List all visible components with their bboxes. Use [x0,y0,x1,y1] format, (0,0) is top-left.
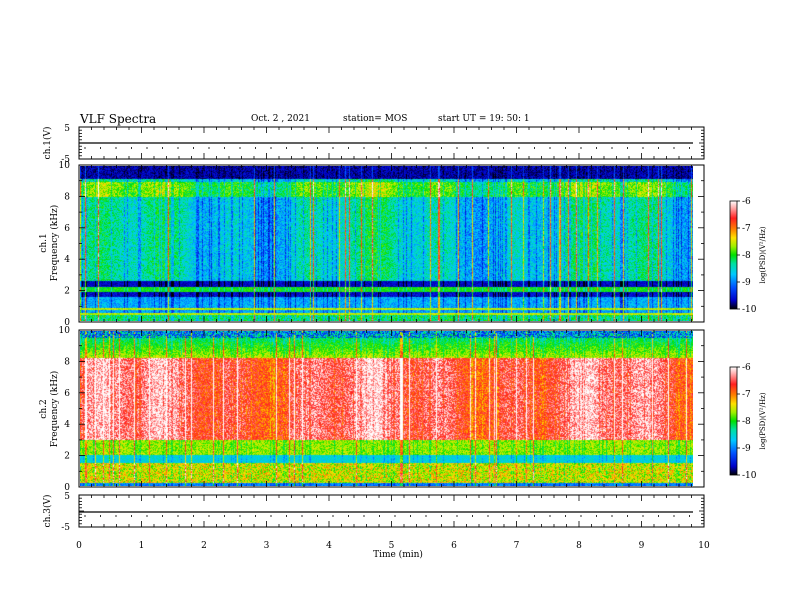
figure-title: VLF Spectra [80,112,157,126]
colorbar-tick-label: -10 [742,305,757,315]
colorbar-tick-label: -7 [742,390,751,400]
ch2-spectrogram-panel: 10 8 6 4 2 0 ch.2 Frequency (kHz) -6 -7 -8 -9 -10… [39,326,767,493]
x-tick-label: 3 [264,541,270,551]
colorbar-tick-label: -6 [742,363,751,373]
ch1-frequency-ylabel: Frequency (kHz) [49,205,60,282]
frequency-tick-label: 2 [64,452,70,462]
colorbar-tick-label: -8 [742,251,751,261]
frequency-tick-label: 8 [64,192,70,202]
frequency-tick-label: 10 [59,161,71,171]
ch3-ytick-top: 5 [64,492,70,502]
colorbar-tick-label: -9 [742,278,751,288]
x-tick-label: 8 [576,541,582,551]
x-tick-label: 0 [76,541,82,551]
ch1-channel-label: ch.1 [39,233,49,252]
frequency-tick-label: 2 [64,287,70,297]
ch2-spectrogram-image [80,331,693,486]
date-label: Oct. 2 , 2021 [251,114,310,124]
time-axis: 0 1 2 3 4 5 6 7 8 9 10 [76,127,710,551]
frequency-tick-label: 0 [64,318,70,328]
colorbar-tick-label: -6 [742,197,751,207]
x-tick-label: 1 [139,541,145,551]
ch1-colorbar [729,200,738,310]
x-tick-label: 5 [389,541,395,551]
colorbar-tick-label: -8 [742,417,751,427]
x-tick-label: 10 [698,541,710,551]
x-tick-label: 4 [326,541,332,551]
ch1-ytick-top: 5 [64,124,70,134]
x-tick-label: 9 [639,541,645,551]
frequency-tick-label: 10 [59,326,71,336]
time-axis-label: Time (min) [373,549,423,560]
colorbar-tick-label: -9 [742,444,751,454]
ch1-spectrogram-image [80,166,693,321]
ch1-voltage-ylabel: ch.1(V) [42,127,53,160]
colorbar-tick-label: -7 [742,224,751,234]
ch2-channel-label: ch.2 [39,399,49,418]
ch3-voltage-ylabel: ch.3(V) [42,495,53,528]
frequency-tick-label: 4 [64,255,70,265]
ch3-ytick-bottom: -5 [61,523,70,533]
frequency-tick-label: 6 [64,224,70,234]
frequency-tick-label: 4 [64,420,70,430]
x-tick-label: 6 [451,541,457,551]
colorbar-tick-label: -10 [742,471,757,481]
frequency-tick-label: 0 [64,483,70,493]
frequency-tick-label: 8 [64,357,70,367]
ch1-colorbar-label: log(PSD)(V²/Hz) [759,226,767,283]
x-tick-label: 7 [514,541,520,551]
frequency-tick-label: 6 [64,389,70,399]
ch1-ytick-bottom: -5 [61,155,70,165]
ch1-spectrogram-panel: 10 8 6 4 2 0 ch.1 Frequency (kHz) -6 -7 -8 -9 -10… [39,161,767,328]
start-time-label: start UT = 19: 50: 1 [438,114,530,124]
ch2-frequency-ylabel: Frequency (kHz) [49,371,60,448]
ch2-colorbar-label: log(PSD)(V²/Hz) [759,392,767,449]
ch2-colorbar [729,366,738,476]
x-tick-label: 2 [201,541,207,551]
station-label: station= MOS [343,114,408,124]
